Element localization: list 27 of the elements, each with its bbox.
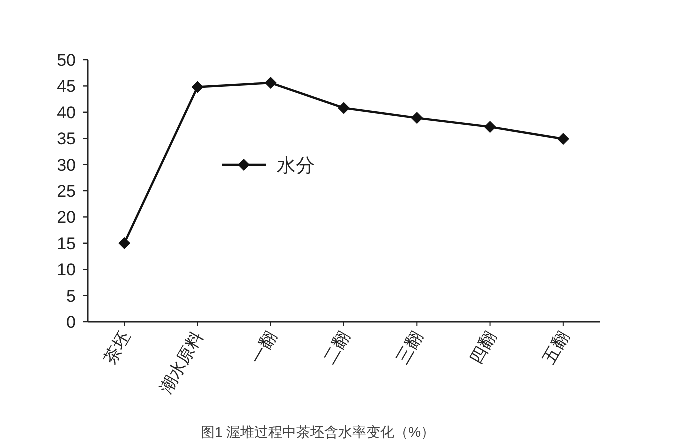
y-tick-label: 40: [57, 103, 76, 122]
x-tick-label: 二翻: [320, 328, 354, 368]
legend-label: 水分: [277, 156, 315, 177]
point: [557, 133, 570, 146]
y-tick-label: 10: [57, 260, 76, 280]
point: [411, 112, 424, 124]
x-tick-label: 潮水原料: [156, 328, 208, 397]
y-tick-label: 5: [66, 286, 76, 306]
x-tick-label: 四翻: [466, 328, 500, 368]
caption: 图1 渥堆过程中茶坯含水率变化（%）: [200, 424, 436, 440]
x-tick-label: 茶坯: [100, 328, 134, 368]
y-tick-label: 35: [57, 130, 76, 149]
point: [192, 81, 204, 94]
point: [118, 237, 131, 250]
y-tick-label: 0: [66, 313, 76, 332]
point: [338, 102, 350, 114]
y-tick-label: 50: [57, 51, 76, 70]
y-tick-label: 20: [57, 208, 76, 228]
y-tick-label: 30: [57, 156, 76, 175]
x-tick-label: 一翻: [246, 328, 280, 368]
x-tick-label: 三翻: [393, 328, 427, 368]
point: [264, 77, 277, 90]
y-tick-label: 45: [57, 77, 76, 96]
point: [484, 121, 496, 134]
y-tick-label: 25: [57, 182, 76, 201]
x-tick-label: 五翻: [539, 328, 573, 368]
y-tick-label: 15: [57, 234, 76, 254]
